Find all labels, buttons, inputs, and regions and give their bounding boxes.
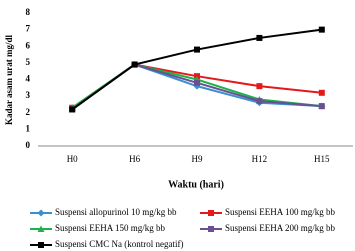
- legend-marker: [37, 225, 45, 232]
- y-tick-label: 0: [26, 140, 31, 150]
- y-tick-label: 1: [26, 123, 31, 133]
- data-point: [131, 61, 138, 68]
- data-point: [318, 89, 325, 96]
- y-tick-label: 5: [26, 57, 31, 67]
- legend-label: Suspensi EEHA 200 mg/kg bb: [225, 223, 336, 233]
- y-tick-label: 7: [26, 24, 31, 34]
- data-point: [194, 46, 200, 53]
- y-tick-label: 4: [26, 74, 31, 84]
- legend-marker: [38, 242, 44, 248]
- x-tick-label: H6: [129, 154, 140, 164]
- x-tick-label: H15: [314, 154, 330, 164]
- series-line: [71, 28, 322, 111]
- y-tick-label: 2: [26, 107, 31, 117]
- data-point: [256, 34, 263, 41]
- x-tick-label: H9: [192, 154, 203, 164]
- legend-label: Suspensi allopurinol 10 mg/kg bb: [55, 207, 177, 217]
- legend-marker: [37, 209, 45, 217]
- data-point: [318, 26, 325, 33]
- y-axis-title: Kadar asam urat mg/dl: [4, 34, 14, 125]
- legend-label: Suspensi EEHA 150 mg/kg bb: [55, 223, 166, 233]
- data-point: [194, 79, 200, 86]
- data-point: [69, 106, 76, 113]
- x-axis-title: Waktu (hari): [168, 179, 224, 190]
- x-tick-label: H12: [252, 154, 268, 164]
- legend-marker: [208, 210, 214, 216]
- y-tick-label: 3: [26, 90, 31, 100]
- data-point: [318, 103, 325, 110]
- legend-marker: [208, 226, 214, 232]
- y-tick-label: 8: [26, 7, 31, 17]
- y-tick-label: 6: [26, 40, 31, 50]
- legend-label: Suspensi EEHA 100 mg/kg bb: [225, 207, 336, 217]
- x-tick-label: H0: [67, 154, 78, 164]
- data-point: [256, 98, 263, 105]
- data-point: [256, 83, 263, 90]
- legend-label: Suspensi CMC Na (kontrol negatif): [55, 239, 184, 249]
